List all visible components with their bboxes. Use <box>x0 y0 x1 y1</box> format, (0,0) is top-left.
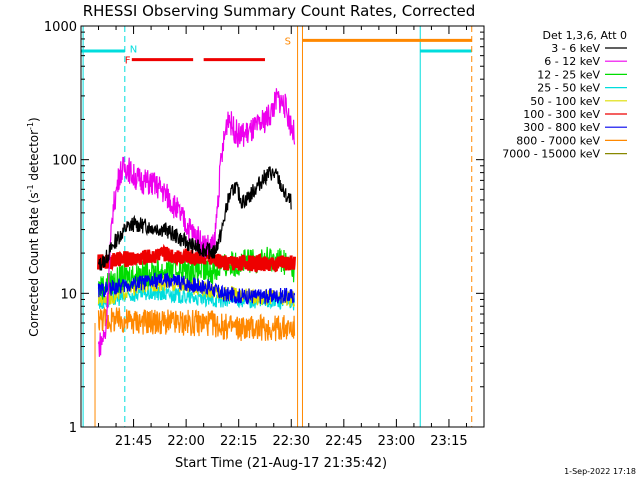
y-axis-label-main: Corrected Count Rate (s <box>27 192 41 336</box>
y-axis-label-end: ) <box>27 117 41 122</box>
plot-area: NF S <box>81 26 473 427</box>
legend-label: 7000 - 15000 keV <box>502 148 600 161</box>
y-axis-label-sup1: -1 <box>26 184 35 192</box>
series-line-6 <box>97 271 296 305</box>
chart-title: RHESSI Observing Summary Count Rates, Co… <box>83 2 476 20</box>
y-tick-label: 100 <box>52 154 77 169</box>
legend-label: 12 - 25 keV <box>537 68 600 81</box>
plot-frame <box>80 25 485 428</box>
x-tick-label: 22:45 <box>325 434 362 449</box>
series-line-1 <box>97 88 296 357</box>
x-axis-label: Start Time (21-Aug-17 21:35:42) <box>175 456 387 471</box>
y-tick-label: 10 <box>60 287 77 302</box>
x-tick-label: 23:15 <box>430 434 467 449</box>
annotation-S: S <box>285 36 291 47</box>
legend-label: 300 - 800 keV <box>523 121 600 134</box>
y-axis-label-sup2: -1 <box>26 122 35 130</box>
x-tick-label: 21:45 <box>115 434 152 449</box>
legend-title: Det 1,3,6, Att 0 <box>543 29 627 42</box>
y-tick-label: 1 <box>69 421 77 436</box>
legend-label: 3 - 6 keV <box>551 42 600 55</box>
x-tick-label: 22:00 <box>167 434 204 449</box>
axes: 1 10 100 1000 21:45 22:00 22:15 22:30 22:45 23:00… <box>44 20 485 449</box>
y-axis-label: Corrected Count Rate (s-1 detector-1) <box>26 117 41 336</box>
x-tick-label: 22:15 <box>220 434 257 449</box>
annotation-N: N <box>130 44 137 55</box>
legend-label: 100 - 300 keV <box>523 108 600 121</box>
legend-label: 6 - 12 keV <box>544 55 600 68</box>
annotation-F: F <box>125 56 131 67</box>
series-line-0 <box>97 166 292 271</box>
series-line-7 <box>97 306 296 342</box>
y-tick-label: 1000 <box>44 20 77 35</box>
x-tick-label: 22:30 <box>273 434 310 449</box>
legend-label: 25 - 50 keV <box>537 82 600 95</box>
legend-label: 50 - 100 keV <box>530 95 600 108</box>
legend-label: 800 - 7000 keV <box>516 134 600 147</box>
y-axis-label-mid: detector <box>27 130 41 185</box>
x-tick-label: 23:00 <box>378 434 415 449</box>
timestamp: 1-Sep-2022 17:18 <box>564 467 636 476</box>
series-line-5 <box>97 243 296 273</box>
